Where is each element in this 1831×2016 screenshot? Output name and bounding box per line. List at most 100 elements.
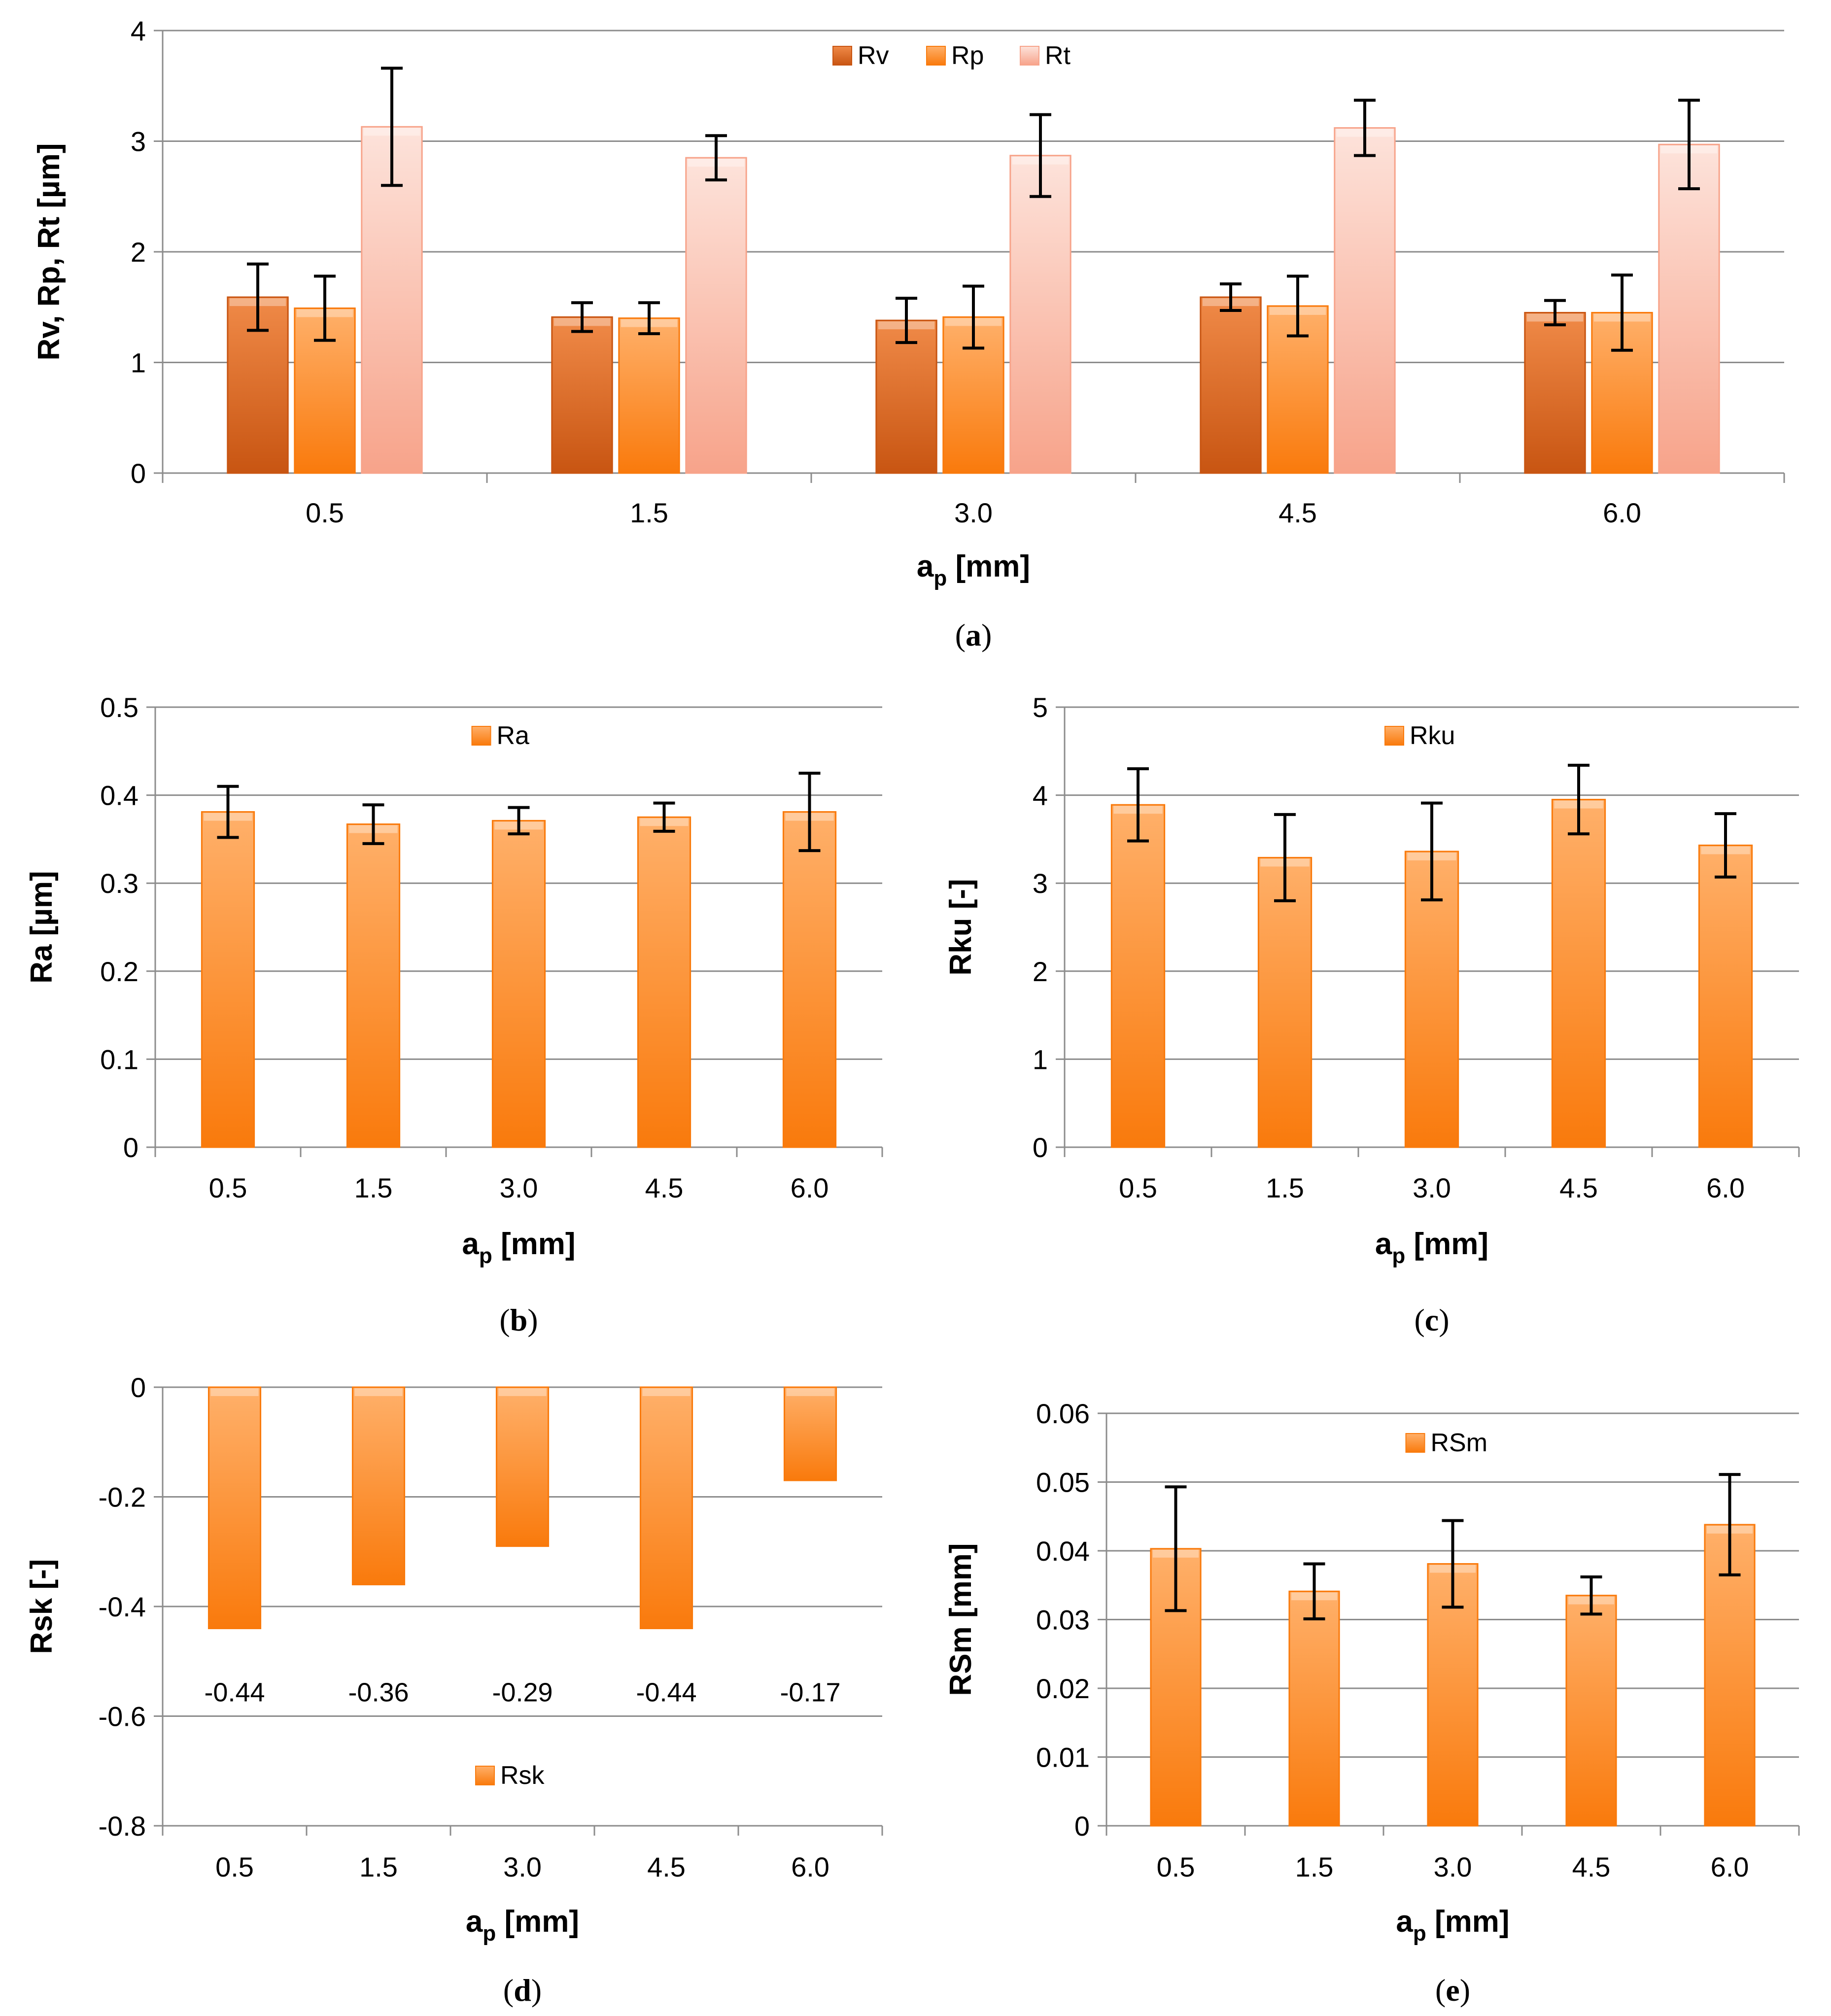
y-tick-label: -0.2 — [99, 1482, 146, 1513]
y-axis-title: RSm [mm] — [944, 1543, 978, 1696]
bar-rku — [1110, 804, 1166, 1148]
y-tick-label: 0.02 — [1036, 1673, 1090, 1704]
x-axis-title: ap [mm] — [462, 1227, 575, 1268]
caption-open: ( — [1435, 1973, 1446, 2008]
bar-highlight — [786, 1388, 834, 1396]
bar-rsm — [1288, 1590, 1340, 1827]
data-label: -0.17 — [780, 1677, 840, 1707]
x-tick-label: 1.5 — [630, 497, 668, 528]
bar-rsk — [207, 1386, 262, 1629]
bar-highlight — [210, 1388, 259, 1396]
bar-rt — [1009, 155, 1071, 474]
caption-close: ) — [531, 1973, 542, 2008]
bar-rku — [1698, 844, 1753, 1148]
y-axis-title: Rv, Rp, Rt [µm] — [32, 143, 66, 361]
panel-caption: (e) — [1435, 1973, 1470, 2008]
y-tick-label: 0 — [123, 1132, 138, 1163]
legend-label: Rv — [858, 41, 889, 70]
x-axis-title-unit: [mm] — [947, 549, 1030, 583]
x-axis-title-base: a — [1396, 1905, 1413, 1939]
caption-open: ( — [1414, 1302, 1424, 1337]
x-axis-title: ap [mm] — [1396, 1905, 1509, 1946]
caption-close: ) — [1460, 1973, 1470, 2008]
x-tick-label: 3.0 — [500, 1172, 538, 1203]
bar-ra — [491, 820, 546, 1148]
y-tick-label: 0.04 — [1036, 1536, 1090, 1567]
y-tick-label: -0.8 — [99, 1811, 146, 1842]
caption-letter: d — [514, 1973, 531, 2008]
legend-swatch — [475, 1766, 495, 1785]
y-tick-label: 1 — [131, 347, 146, 378]
legend-swatch — [832, 46, 852, 66]
y-axis-title: Rku [-] — [944, 879, 978, 975]
x-axis-title-base: a — [466, 1905, 483, 1939]
bar-rsk — [639, 1386, 693, 1629]
data-label: -0.44 — [636, 1677, 696, 1707]
bar-rsm — [1565, 1595, 1617, 1827]
data-label: -0.29 — [492, 1677, 553, 1707]
y-tick-label: 2 — [1033, 956, 1048, 987]
bar-rv — [1200, 296, 1262, 474]
legend-label: Rsk — [500, 1761, 545, 1790]
x-tick-label: 6.0 — [791, 1172, 829, 1203]
legend-swatch — [471, 726, 491, 746]
x-axis-title: ap [mm] — [1375, 1227, 1488, 1268]
x-tick-label: 6.0 — [1706, 1172, 1745, 1203]
x-tick-label: 0.5 — [215, 1851, 254, 1882]
x-axis-title-unit: [mm] — [1405, 1227, 1488, 1261]
caption-open: ( — [955, 617, 966, 652]
x-axis-title-unit: [mm] — [1426, 1905, 1510, 1939]
legend-swatch — [1020, 46, 1039, 66]
bar-rsk — [495, 1386, 550, 1547]
panel-caption: (a) — [955, 617, 992, 652]
legend-label: Ra — [497, 721, 530, 750]
x-tick-label: 4.5 — [647, 1851, 686, 1882]
x-tick-label: 1.5 — [354, 1172, 393, 1203]
y-tick-label: 0.5 — [100, 692, 138, 723]
y-tick-label: 0.2 — [100, 956, 138, 987]
caption-close: ) — [527, 1302, 538, 1337]
bar-rp — [618, 317, 680, 474]
x-axis-title-subscript: p — [933, 566, 947, 590]
bar-ra — [201, 811, 255, 1148]
caption-close: ) — [1439, 1302, 1449, 1337]
y-tick-label: 0.3 — [100, 868, 138, 899]
x-tick-label: 4.5 — [1559, 1172, 1598, 1203]
y-tick-label: 0 — [131, 458, 146, 489]
bar-rsk — [783, 1386, 837, 1481]
caption-close: ) — [981, 617, 992, 652]
data-label: -0.44 — [204, 1677, 265, 1707]
y-tick-label: 4 — [1033, 780, 1048, 811]
x-tick-label: 4.5 — [1278, 497, 1317, 528]
caption-letter: b — [510, 1302, 528, 1337]
y-tick-label: 0.01 — [1036, 1742, 1090, 1773]
x-axis-title-subscript: p — [1392, 1244, 1405, 1268]
y-axis-title: Ra [µm] — [25, 871, 59, 984]
panel-caption: (c) — [1414, 1302, 1449, 1337]
bar-rsk — [351, 1386, 406, 1585]
x-axis-title-unit: [mm] — [496, 1905, 579, 1939]
x-axis-title-unit: [mm] — [492, 1227, 576, 1261]
x-axis-title: ap [mm] — [466, 1905, 579, 1946]
legend-label: Rp — [951, 41, 984, 70]
bar-rt — [685, 157, 747, 474]
x-tick-label: 6.0 — [1603, 497, 1641, 528]
x-tick-label: 4.5 — [645, 1172, 684, 1203]
x-tick-label: 1.5 — [359, 1851, 398, 1882]
x-tick-label: 3.0 — [503, 1851, 542, 1882]
bar-rt — [1658, 143, 1720, 474]
bar-highlight — [354, 1388, 403, 1396]
x-tick-label: 3.0 — [1434, 1851, 1472, 1882]
panel-caption: (d) — [503, 1973, 542, 2008]
y-tick-label: 4 — [131, 15, 146, 46]
bar-ra — [346, 823, 401, 1148]
y-tick-label: -0.6 — [99, 1701, 146, 1732]
x-tick-label: 0.5 — [306, 497, 344, 528]
y-tick-label: 3 — [1033, 868, 1048, 899]
chart-b: 0 0.1 0.2 0.3 0.4 0.5 0.5 1.5 3.0 4.5 6.0 Ra Ra [µm]… — [25, 692, 883, 1337]
x-tick-label: 1.5 — [1266, 1172, 1304, 1203]
chart-a: 0 1 2 3 4 0.5 1.5 3.0 4.5 6.0 Rv Rp Rt Rv, Rp, Rt [µm… — [32, 15, 1785, 652]
bar-rku — [1551, 799, 1606, 1148]
bar-rv — [1524, 311, 1586, 474]
